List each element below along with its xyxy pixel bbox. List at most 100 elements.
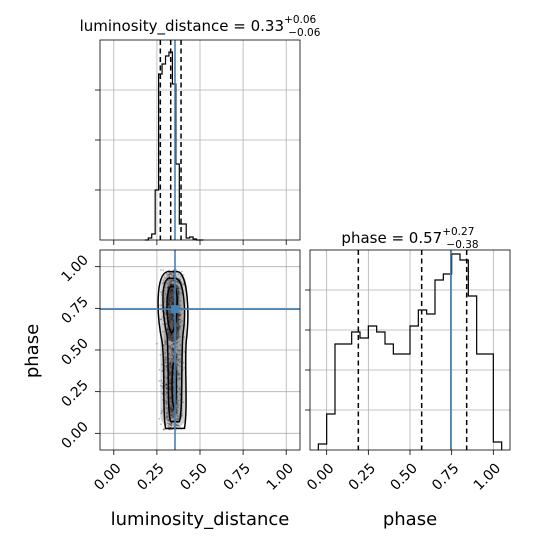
sample-point <box>169 318 172 321</box>
sample-point <box>175 355 178 357</box>
sample-point <box>172 409 175 412</box>
sample-point <box>168 423 171 426</box>
sample-point <box>160 318 163 321</box>
sample-point <box>161 370 164 373</box>
sample-point <box>170 294 173 297</box>
phase-title-base: phase = 0.57 <box>341 229 442 247</box>
sample-point <box>168 428 170 431</box>
sample-point <box>176 287 179 290</box>
sample-point <box>170 349 173 351</box>
sample-point <box>179 388 181 391</box>
sample-point <box>159 304 161 307</box>
sample-point <box>171 316 174 318</box>
sample-point <box>178 361 181 364</box>
sample-point <box>176 371 179 374</box>
luminosity-distance-title-upper: +0.06 <box>284 14 316 26</box>
sample-point <box>166 422 169 425</box>
sample-point <box>178 314 181 317</box>
sample-point <box>170 371 172 373</box>
sample-point <box>178 377 181 379</box>
sample-point <box>168 275 171 278</box>
sample-point <box>171 349 174 352</box>
sample-point <box>172 423 175 426</box>
sample-point <box>179 299 182 302</box>
sample-point <box>168 314 171 316</box>
sample-point <box>162 344 165 347</box>
sample-point <box>172 357 175 360</box>
sample-point <box>164 312 167 314</box>
sample-point <box>176 318 179 321</box>
sample-point <box>177 292 180 295</box>
sample-point <box>162 323 165 326</box>
sample-point <box>172 371 175 374</box>
sample-point <box>167 296 170 298</box>
sample-point <box>170 347 172 350</box>
luminosity-distance-histogram-steps <box>144 51 204 241</box>
sample-point <box>166 419 169 421</box>
sample-point <box>169 373 172 376</box>
x-tick-label: 0.25 <box>134 460 167 493</box>
sample-point <box>178 326 180 328</box>
sample-point <box>165 391 168 394</box>
sample-point <box>182 401 185 404</box>
sample-point <box>168 422 171 425</box>
sample-point <box>168 298 171 301</box>
sample-point <box>171 317 174 320</box>
x-tick-label: 0.25 <box>346 460 379 493</box>
sample-point <box>167 301 170 303</box>
sample-point <box>171 409 174 412</box>
sample-point <box>171 336 173 338</box>
sample-point <box>181 319 183 322</box>
sample-point <box>172 355 175 358</box>
sample-point <box>171 295 174 298</box>
sample-point <box>170 333 173 336</box>
x-tick-label: 0.75 <box>221 460 254 493</box>
sample-point <box>177 424 179 427</box>
y-tick-label: 1.00 <box>58 252 91 285</box>
sample-point <box>181 414 183 417</box>
sample-point <box>172 349 175 352</box>
sample-point <box>166 412 169 415</box>
sample-point <box>172 315 174 317</box>
sample-point <box>179 349 182 352</box>
sample-point <box>167 283 170 286</box>
sample-point <box>172 275 174 277</box>
luminosity-distance-histogram-panel <box>95 39 301 245</box>
sample-point <box>171 408 174 410</box>
sample-point <box>176 353 179 356</box>
sample-point <box>177 399 180 402</box>
sample-point <box>175 356 178 359</box>
sample-point <box>170 289 173 291</box>
sample-point <box>177 424 179 427</box>
sample-point <box>179 318 182 321</box>
x-tick-label: 0.00 <box>304 460 337 493</box>
sample-point <box>166 286 169 289</box>
sample-point <box>167 419 170 422</box>
sample-point <box>176 403 178 405</box>
sample-point <box>170 297 173 300</box>
sample-point <box>170 283 173 286</box>
sample-point <box>170 303 173 306</box>
sample-point <box>171 348 174 351</box>
sample-point <box>169 334 172 337</box>
sample-point <box>164 361 167 364</box>
sample-point <box>171 355 174 357</box>
sample-point <box>159 353 162 356</box>
sample-point <box>169 281 171 284</box>
x-tick-label: 1.00 <box>471 460 504 493</box>
sample-point <box>168 331 171 334</box>
sample-point <box>165 407 168 409</box>
sample-point <box>165 366 168 368</box>
sample-point <box>171 354 173 356</box>
sample-point <box>171 313 174 316</box>
sample-point <box>178 336 181 338</box>
sample-point <box>175 418 178 420</box>
panel-frame <box>99 39 301 241</box>
sample-point <box>179 322 182 324</box>
sample-point <box>169 396 172 399</box>
sample-point <box>171 314 174 317</box>
sample-point <box>169 321 171 324</box>
sample-point <box>167 302 170 304</box>
sample-point <box>179 353 182 356</box>
